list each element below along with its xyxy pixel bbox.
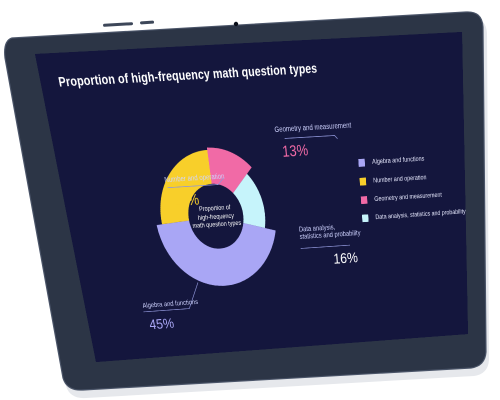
- legend-swatch: [359, 177, 367, 186]
- tablet-screen: Proportion of high-frequency math questi…: [35, 32, 469, 363]
- slice-value-geometry-and-measurement: 13%: [281, 140, 309, 161]
- donut-slice-algebra-and-functions: [156, 214, 282, 290]
- chart-legend: Algebra and functions Number and operati…: [358, 147, 466, 227]
- donut-slice-data-analysis-statistics-and-probability: [230, 172, 267, 230]
- center-label: Proportion of high-frequency math questi…: [190, 204, 242, 231]
- legend-label: Algebra and functions: [371, 155, 425, 166]
- slice-value-data-analysis: 16%: [332, 248, 359, 267]
- legend-swatch: [358, 158, 366, 167]
- volume-button: [103, 22, 134, 27]
- donut-chart: [35, 32, 468, 362]
- legend-swatch: [360, 196, 368, 205]
- legend-label: Data analysis, statistics and probabilit…: [375, 208, 466, 221]
- camera-icon: [233, 21, 239, 27]
- legend-swatch: [361, 214, 369, 223]
- slice-value-algebra-and-functions: 45%: [147, 314, 176, 333]
- power-button: [140, 20, 155, 25]
- legend-label: Geometry and measurement: [374, 191, 442, 203]
- slice-value-number-and-operation: 26%: [171, 190, 201, 210]
- legend-label: Number and operation: [373, 174, 427, 185]
- leader-line: [301, 245, 350, 248]
